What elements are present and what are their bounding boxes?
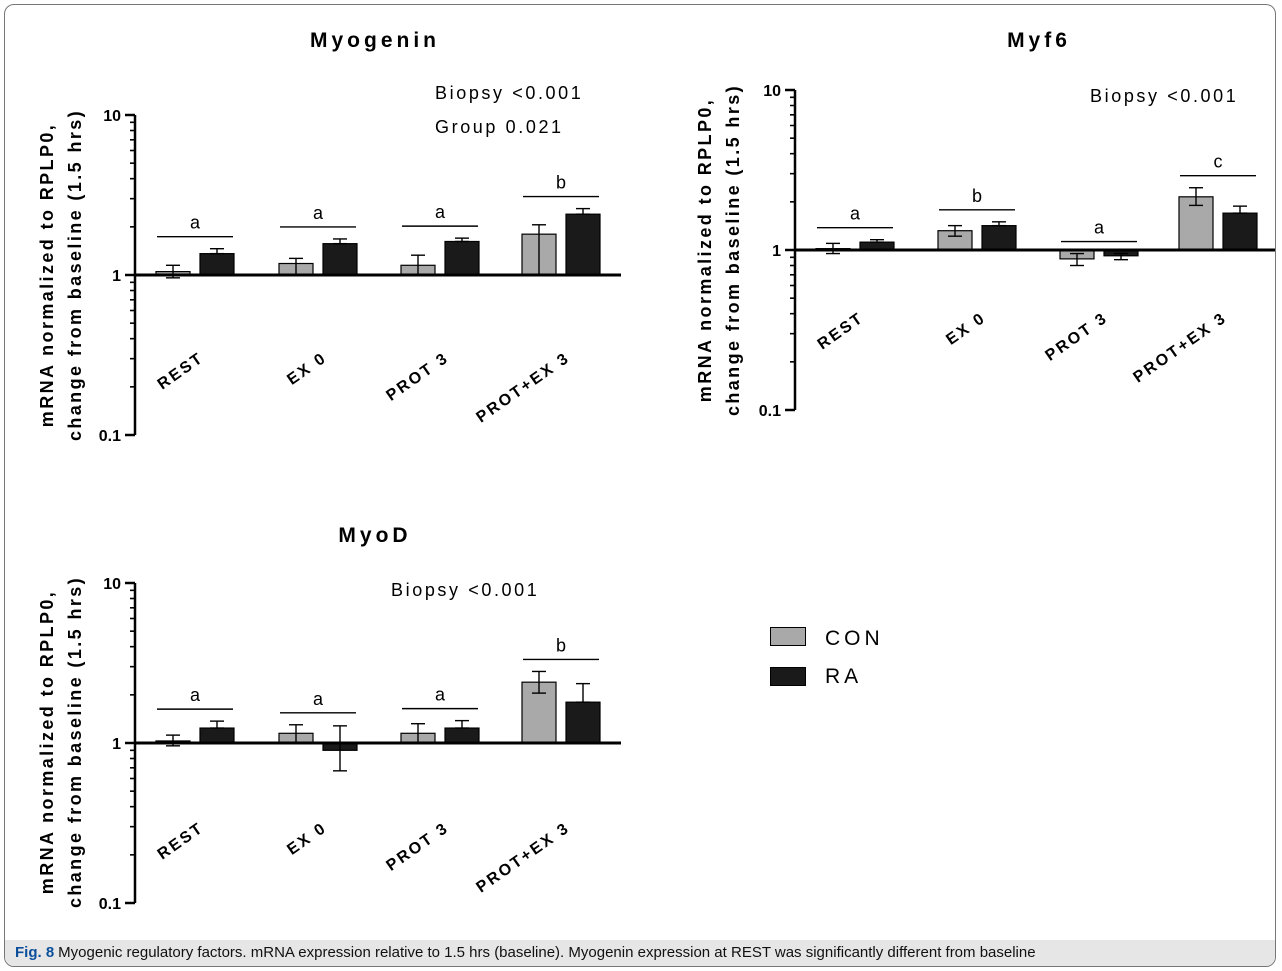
panel1-sig-letter: b bbox=[556, 173, 566, 193]
panel2-ylabel-line1: mRNA normalized to RPLP0, bbox=[695, 98, 715, 402]
figure-caption: Fig. 8 Myogenic regulatory factors. mRNA … bbox=[5, 940, 1275, 966]
caption-label: Fig. 8 bbox=[15, 944, 55, 961]
panel1-bar-ra bbox=[322, 243, 358, 276]
panel3-ylabel-line2: change from baseline (1.5 hrs) bbox=[65, 576, 85, 908]
panel1-ytick-label: 10 bbox=[103, 108, 121, 125]
panel1-category-label: PROT+EX 3 bbox=[473, 349, 573, 426]
panel1-ytick-label: 0.1 bbox=[99, 428, 121, 445]
panel1-category-label: PROT 3 bbox=[383, 349, 452, 404]
panel3-sig-letter: a bbox=[313, 689, 324, 709]
panel3-category-label: PROT 3 bbox=[383, 819, 452, 874]
panel1-ylabel-line2: change from baseline (1.5 hrs) bbox=[65, 109, 85, 441]
panel1-bar-ra bbox=[444, 240, 480, 276]
panel2-sig-letter: c bbox=[1214, 152, 1223, 172]
panel3-bar-ra bbox=[199, 727, 235, 744]
caption-text: Myogenic regulatory factors. mRNA expres… bbox=[58, 944, 1036, 961]
panel2-stats-1: Biopsy <0.001 bbox=[1090, 86, 1238, 106]
panel1-bar-ra bbox=[199, 253, 235, 276]
panel2-category-label: REST bbox=[815, 309, 868, 353]
panel3-ylabel-line1: mRNA normalized to RPLP0, bbox=[37, 590, 57, 894]
panel2-bar-ra bbox=[981, 225, 1017, 251]
panel3-title: MyoD bbox=[338, 524, 411, 547]
panel2-ylabel-line2: change from baseline (1.5 hrs) bbox=[723, 84, 743, 416]
panel3-ytick-label: 0.1 bbox=[99, 896, 121, 913]
panel2-sig-letter: b bbox=[972, 186, 982, 206]
panel2-sig-letter: a bbox=[1094, 218, 1105, 238]
panel3-category-label: PROT+EX 3 bbox=[473, 819, 573, 896]
panel3-category-label: EX 0 bbox=[284, 819, 330, 858]
figure-frame: Myogenin mRNA normalized to RPLP0, change … bbox=[4, 4, 1276, 967]
panel3-stats-1: Biopsy <0.001 bbox=[391, 580, 539, 600]
panel1-sig-letter: a bbox=[435, 202, 446, 222]
panel1-bar-ra bbox=[565, 213, 601, 276]
charts-canvas: Myogenin mRNA normalized to RPLP0, change … bbox=[37, 29, 1275, 913]
panel1-stats-1: Biopsy <0.001 bbox=[435, 83, 583, 103]
panel3-sig-letter: a bbox=[190, 685, 201, 705]
panel1-category-label: REST bbox=[155, 349, 208, 393]
legend-swatch-con bbox=[770, 627, 806, 646]
panel1-sig-letter: a bbox=[313, 203, 324, 223]
panel1-sig-letter: a bbox=[190, 213, 201, 233]
legend-label-con: CON bbox=[825, 627, 884, 650]
panel3-category-label: REST bbox=[155, 819, 208, 863]
panel2-title: Myf6 bbox=[1007, 29, 1071, 52]
panel3-ytick-label: 1 bbox=[112, 736, 121, 753]
panel2-bar-ra bbox=[1222, 212, 1258, 251]
panel2-ytick-label: 10 bbox=[763, 83, 781, 100]
panel1-ytick-label: 1 bbox=[112, 268, 121, 285]
panel3-bar-ra bbox=[444, 727, 480, 744]
panel2-category-label: PROT 3 bbox=[1042, 309, 1111, 364]
panel3-bar-ra bbox=[565, 701, 601, 744]
panel1-title: Myogenin bbox=[310, 29, 440, 52]
panel2-category-label: EX 0 bbox=[943, 309, 989, 348]
panel2-category-label: PROT+EX 3 bbox=[1130, 309, 1230, 386]
panel2-sig-letter: a bbox=[850, 204, 861, 224]
panel3-ytick-label: 10 bbox=[103, 576, 121, 593]
panel3-sig-letter: a bbox=[435, 685, 446, 705]
panel1-category-label: EX 0 bbox=[284, 349, 330, 388]
panel3-sig-letter: b bbox=[556, 635, 566, 655]
panel1-ylabel-line1: mRNA normalized to RPLP0, bbox=[37, 123, 57, 427]
panel1-stats-2: Group 0.021 bbox=[435, 117, 564, 137]
panel2-ytick-label: 0.1 bbox=[759, 403, 781, 420]
legend-swatch-ra bbox=[770, 667, 806, 686]
legend-label-ra: RA bbox=[825, 665, 863, 688]
panel2-ytick-label: 1 bbox=[772, 243, 781, 260]
